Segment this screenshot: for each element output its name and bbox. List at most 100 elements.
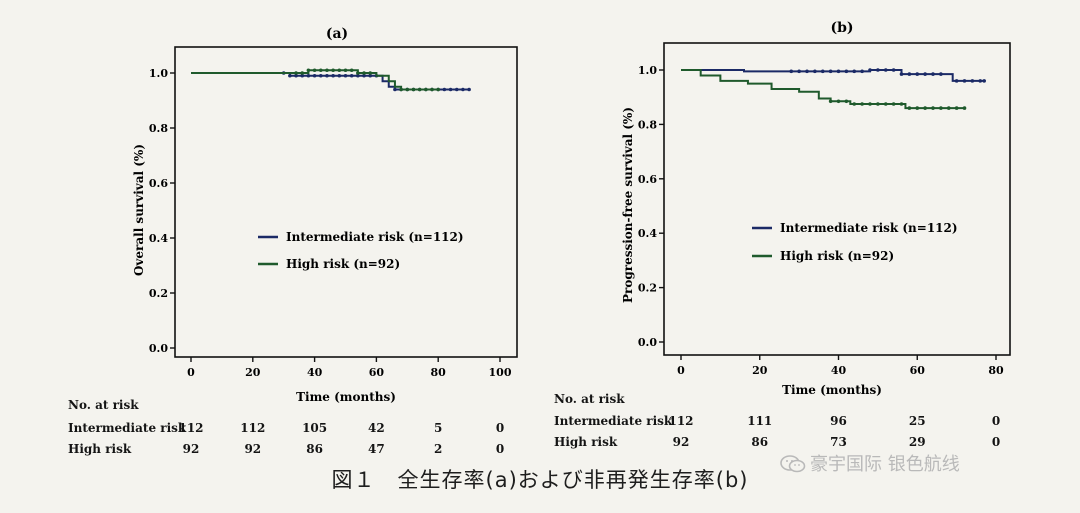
risk-cell: 0	[991, 414, 1001, 428]
censor-mark	[828, 99, 833, 104]
censor-mark	[349, 68, 354, 73]
censor-mark	[868, 68, 872, 72]
censor-mark	[448, 87, 453, 92]
y-tick-label: 1.0	[149, 67, 168, 80]
y-tick-label: 0.4	[149, 232, 168, 245]
censor-mark	[294, 71, 298, 75]
x-tick-label: 80	[988, 364, 1004, 377]
censor-mark	[343, 73, 348, 78]
censor-mark	[946, 106, 951, 110]
censor-mark	[467, 87, 471, 92]
plot-frame	[174, 46, 518, 358]
censor-mark	[962, 79, 967, 83]
legend-label: Intermediate risk (n=112)	[780, 221, 958, 235]
risk-cell: 112	[178, 421, 204, 435]
censor-mark	[337, 73, 342, 78]
y-axis-label: Progression-free survival (%)	[621, 107, 635, 303]
censor-mark	[836, 99, 841, 104]
censor-mark	[915, 106, 920, 110]
risk-cell: 92	[672, 435, 690, 449]
censor-mark	[331, 68, 335, 73]
risk-table-title: No. at risk	[68, 398, 139, 412]
x-tick-label: 0	[187, 366, 195, 379]
censor-mark	[860, 69, 864, 74]
censor-mark	[836, 69, 841, 74]
censor-mark	[876, 102, 880, 106]
censor-mark	[883, 102, 888, 106]
y-tick-label: 0.4	[638, 227, 657, 240]
x-tick-label: 0	[677, 364, 685, 377]
censor-mark	[852, 69, 857, 74]
risk-cell: 0	[991, 435, 1001, 449]
risk-cell: 73	[830, 435, 847, 449]
censor-mark	[430, 87, 434, 92]
risk-cell: 86	[751, 435, 769, 449]
censor-mark	[318, 68, 323, 73]
censor-mark	[325, 68, 329, 73]
censor-mark	[436, 87, 441, 92]
wechat-icon	[780, 455, 806, 473]
y-tick-label: 0.2	[149, 287, 168, 300]
censor-mark	[312, 73, 317, 78]
x-tick-label: 100	[489, 366, 512, 379]
panel-label-b: (b)	[830, 20, 853, 36]
censor-mark	[454, 87, 459, 92]
survival-curve-high	[681, 69, 965, 110]
censor-mark	[325, 73, 329, 78]
censor-mark	[411, 87, 416, 92]
censor-mark	[931, 106, 935, 110]
risk-row-label: Intermediate risk	[554, 414, 673, 428]
censor-mark	[883, 68, 888, 72]
censor-mark	[860, 102, 864, 106]
censor-mark	[868, 102, 872, 106]
censor-mark	[300, 73, 305, 78]
censor-mark	[923, 106, 927, 110]
x-tick-label: 60	[910, 364, 926, 377]
censor-mark	[393, 87, 397, 92]
censor-mark	[356, 71, 360, 75]
y-tick-label: 1.0	[638, 64, 657, 77]
x-axis-label: Time (months)	[296, 390, 396, 404]
censor-mark	[300, 71, 305, 75]
panel-label-a: (a)	[326, 26, 348, 42]
y-tick-label: 0.8	[638, 118, 657, 131]
censor-mark	[362, 71, 366, 75]
risk-cell: 0	[495, 442, 505, 456]
survival-curve-intermediate	[681, 69, 985, 82]
censor-mark	[876, 68, 880, 72]
censor-mark	[915, 72, 920, 76]
risk-table-title: No. at risk	[554, 392, 625, 406]
censor-mark	[923, 72, 927, 76]
x-axis-label: Time (months)	[782, 383, 882, 397]
censor-mark	[820, 69, 825, 74]
y-tick-label: 0.6	[149, 177, 168, 190]
censor-mark	[813, 69, 817, 74]
censor-mark	[891, 102, 896, 106]
censor-mark	[931, 72, 935, 76]
risk-cell: 42	[368, 421, 385, 435]
risk-cell: 111	[747, 414, 773, 428]
x-tick-label: 40	[307, 366, 323, 379]
y-tick-label: 0.2	[638, 282, 657, 295]
censor-mark	[939, 72, 943, 76]
risk-cell: 29	[908, 435, 926, 449]
censor-mark	[982, 79, 986, 83]
watermark-text: 豪宇国际 银色航线	[810, 454, 960, 475]
censor-mark	[424, 87, 428, 92]
censor-mark	[907, 72, 912, 76]
censor-mark	[405, 87, 410, 92]
censor-mark	[954, 106, 959, 110]
censor-mark	[789, 69, 794, 74]
x-tick-label: 20	[245, 366, 261, 379]
risk-cell: 2	[434, 442, 443, 456]
censor-mark	[939, 106, 943, 110]
censor-mark	[461, 87, 465, 92]
y-axis-label: Overall survival (%)	[132, 144, 146, 276]
censor-mark	[368, 73, 373, 78]
censor-mark	[288, 73, 292, 78]
x-tick-label: 80	[431, 366, 447, 379]
x-tick-label: 60	[369, 366, 385, 379]
risk-cell: 86	[306, 442, 323, 456]
